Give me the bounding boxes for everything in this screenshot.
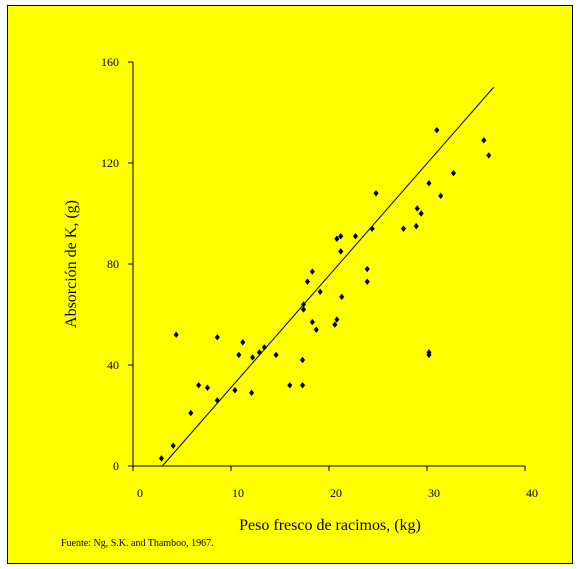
y-tick-label: 120 xyxy=(101,156,119,170)
data-point xyxy=(204,384,211,391)
data-point xyxy=(418,210,424,217)
data-point xyxy=(414,205,420,212)
y-tick-label: 40 xyxy=(107,358,119,372)
data-point xyxy=(249,389,255,396)
source-note: Fuente: Ng, S.K. and Thamboo, 1967. xyxy=(61,538,214,549)
data-point xyxy=(240,339,246,346)
data-point xyxy=(400,225,407,232)
data-point xyxy=(158,455,164,462)
trendline xyxy=(162,86,495,467)
data-point xyxy=(300,301,307,308)
data-point xyxy=(287,382,293,389)
x-tick-label: 30 xyxy=(428,486,440,500)
data-point xyxy=(438,192,444,200)
y-axis-title: Absorción de K, (g) xyxy=(63,200,80,328)
data-point xyxy=(173,331,179,338)
data-point xyxy=(309,318,315,326)
data-point xyxy=(299,356,306,364)
data-point xyxy=(317,288,323,295)
x-axis-title: Peso fresco de racimos, (kg) xyxy=(239,517,421,534)
data-point xyxy=(232,387,238,394)
data-point xyxy=(256,349,262,356)
data-point xyxy=(339,293,345,301)
data-point xyxy=(481,137,487,144)
x-tick-label: 0 xyxy=(137,486,143,500)
x-tick-label: 10 xyxy=(232,486,244,500)
data-points xyxy=(158,126,492,462)
y-tick-label: 160 xyxy=(101,55,119,69)
data-point xyxy=(261,344,267,351)
data-point xyxy=(188,409,194,417)
data-point xyxy=(250,354,256,361)
y-tick-label: 0 xyxy=(113,459,119,473)
data-point xyxy=(486,152,492,159)
trendline-group xyxy=(162,86,495,467)
data-point xyxy=(364,278,370,285)
data-point xyxy=(352,233,359,240)
data-point xyxy=(332,321,338,328)
data-point xyxy=(309,268,315,275)
data-point xyxy=(196,382,202,389)
data-point xyxy=(369,225,375,232)
data-point xyxy=(338,233,344,240)
data-point xyxy=(214,397,220,404)
y-tick-label: 80 xyxy=(107,257,119,271)
x-tick-label: 40 xyxy=(526,486,538,500)
data-point xyxy=(313,326,319,333)
data-point xyxy=(364,265,370,273)
data-point xyxy=(214,334,220,341)
data-point xyxy=(334,316,340,323)
data-point xyxy=(426,349,432,356)
data-point xyxy=(338,248,344,255)
data-point xyxy=(300,306,307,313)
data-point xyxy=(236,351,242,359)
data-point xyxy=(304,278,310,285)
data-point xyxy=(450,169,457,177)
data-point xyxy=(299,382,306,389)
axes: 0 10 20 30 40 0 40 80 120 160 xyxy=(101,55,538,500)
data-point xyxy=(426,180,432,187)
data-point xyxy=(273,351,279,359)
data-point xyxy=(373,190,379,197)
data-point xyxy=(413,222,419,230)
data-point xyxy=(170,442,176,449)
data-point xyxy=(334,235,340,242)
data-point xyxy=(434,126,440,134)
x-tick-label: 20 xyxy=(330,486,342,500)
chart-frame xyxy=(7,5,573,564)
